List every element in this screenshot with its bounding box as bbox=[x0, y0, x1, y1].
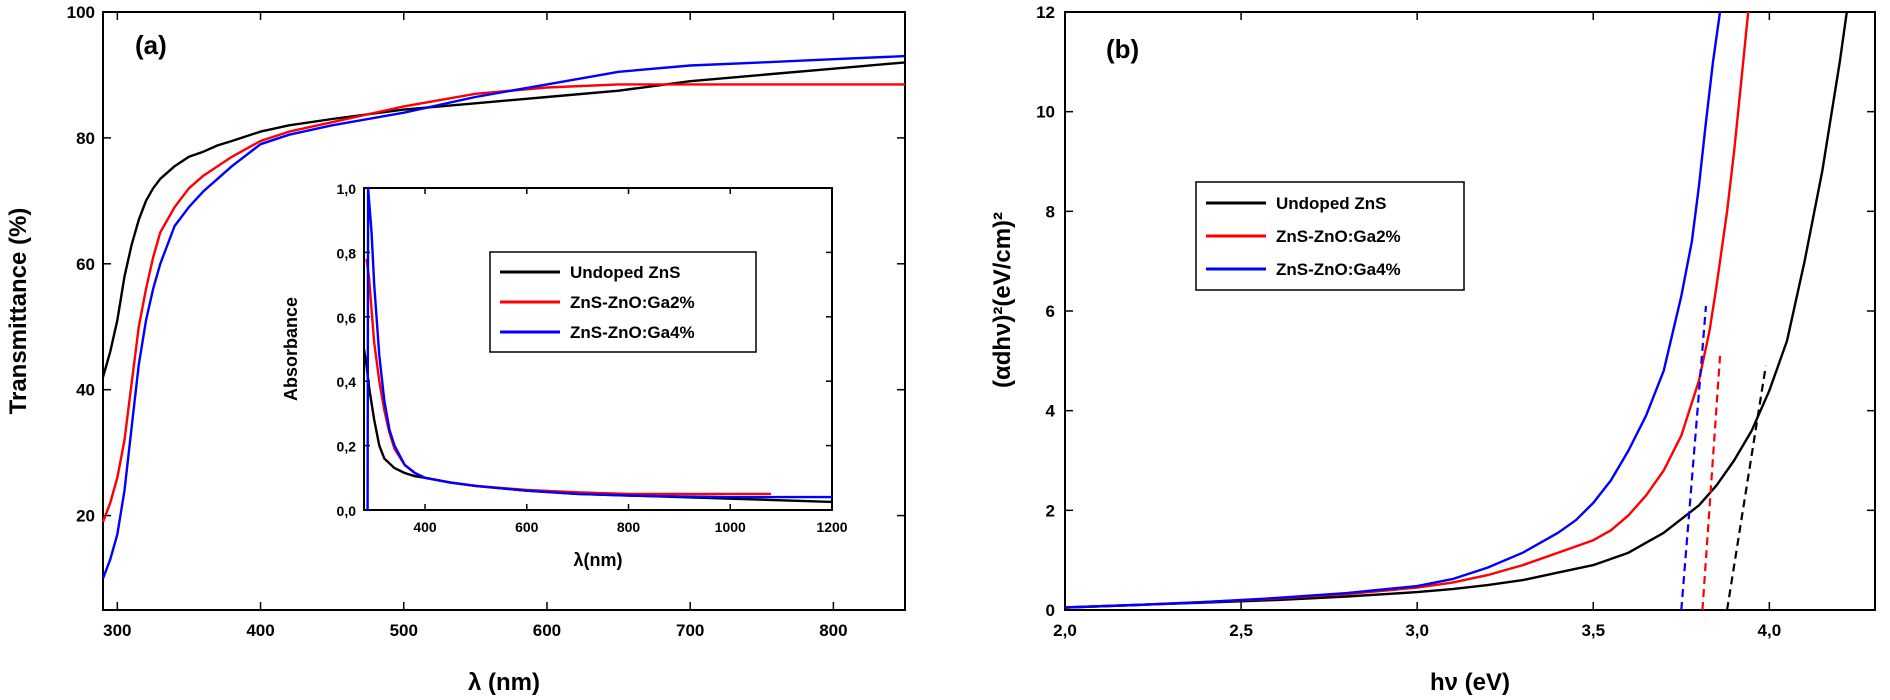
panel-a-label: (a) bbox=[135, 30, 167, 60]
panel-b-y-axis-title: (αdhν)²(eV/cm)² bbox=[989, 212, 1016, 388]
panel-a-x-tick-label: 800 bbox=[819, 621, 847, 640]
panel-a-x-axis-title: λ (nm) bbox=[468, 669, 540, 696]
inset-y-axis-title: Absorbance bbox=[281, 297, 301, 401]
panel-b-tick-marks bbox=[1064, 11, 1875, 611]
inset-y-tick-label: 0,6 bbox=[337, 310, 357, 326]
panel-b-y-tick-labels: 0 2 4 6 8 10 12 bbox=[1036, 3, 1055, 620]
inset-x-tick-labels: 400 600 800 1000 1200 bbox=[413, 519, 847, 535]
panel-a-y-tick-label: 20 bbox=[76, 507, 95, 526]
panel-a-y-tick-label: 100 bbox=[67, 3, 95, 22]
inset-y-tick-label: 0,8 bbox=[337, 245, 357, 261]
inset-y-tick-label: 0,4 bbox=[337, 374, 357, 390]
inset-y-tick-label: 0,0 bbox=[337, 503, 357, 519]
inset-series-zns-zno-ga4 bbox=[366, 186, 832, 511]
panel-b-x-axis-title: hν (eV) bbox=[1430, 669, 1510, 696]
panel-a-x-tick-label: 700 bbox=[676, 621, 704, 640]
panel-b-plot-frame bbox=[1064, 11, 1876, 611]
panel-b-y-tick-label: 0 bbox=[1046, 601, 1055, 620]
inset-y-tick-labels: 0,0 0,2 0,4 0,6 0,8 1,0 bbox=[337, 181, 357, 519]
panel-b-y-tick-label: 12 bbox=[1036, 3, 1055, 22]
panel-a-y-tick-label: 80 bbox=[76, 129, 95, 148]
panel-a-inset-absorbance-chart: 400 600 800 1000 1200 0,0 0,2 0,4 0,6 0,8 1,0 λ(n… bbox=[281, 181, 848, 570]
inset-x-tick-label: 1000 bbox=[715, 519, 746, 535]
panel-a-x-tick-label: 500 bbox=[390, 621, 418, 640]
panel-b-series-group bbox=[1064, 11, 1848, 609]
panel-a-y-tick-label: 60 bbox=[76, 255, 95, 274]
panel-b-x-tick-label: 3,5 bbox=[1581, 621, 1605, 640]
panel-b-tauc-plot: 2,0 2,5 3,0 3,5 4,0 0 2 4 6 8 10 12 (b) hν (eV) (α… bbox=[989, 3, 1876, 696]
panel-b-y-tick-label: 8 bbox=[1046, 202, 1055, 221]
legend-label-ga2: ZnS-ZnO:Ga2% bbox=[1276, 227, 1401, 246]
panel-b-series-undoped-zns bbox=[1064, 11, 1848, 609]
inset-x-axis-title: λ(nm) bbox=[574, 550, 623, 570]
panel-b-series-zns-zno-ga2 bbox=[1064, 11, 1750, 609]
inset-legend: Undoped ZnS ZnS-ZnO:Ga2% ZnS-ZnO:Ga4% bbox=[489, 251, 757, 353]
legend-label-undoped: Undoped ZnS bbox=[1276, 194, 1386, 213]
panel-b-x-tick-label: 3,0 bbox=[1405, 621, 1429, 640]
panel-a-series-zns-zno-ga2 bbox=[101, 83, 905, 523]
panel-b-label: (b) bbox=[1106, 34, 1139, 64]
panel-a-series-zns-zno-ga4 bbox=[101, 54, 906, 579]
inset-series-group bbox=[362, 186, 833, 511]
legend-label-ga2: ZnS-ZnO:Ga2% bbox=[570, 293, 695, 312]
legend-label-undoped: Undoped ZnS bbox=[570, 263, 680, 282]
panel-a-x-tick-labels: 300 400 500 600 700 800 bbox=[103, 621, 847, 640]
legend-label-ga4: ZnS-ZnO:Ga4% bbox=[1276, 260, 1401, 279]
inset-x-tick-label: 1200 bbox=[816, 519, 847, 535]
inset-y-tick-label: 1,0 bbox=[337, 181, 357, 197]
inset-x-tick-label: 600 bbox=[515, 519, 539, 535]
panel-a-x-tick-label: 400 bbox=[246, 621, 274, 640]
panel-b-x-tick-label: 2,0 bbox=[1053, 621, 1077, 640]
panel-b-x-tick-label: 2,5 bbox=[1229, 621, 1253, 640]
panel-b-y-tick-label: 6 bbox=[1046, 302, 1055, 321]
panel-a-y-axis-title: Transmittance (%) bbox=[5, 208, 32, 415]
panel-a-plot-frame bbox=[102, 11, 906, 611]
panel-b-tangent-line-0 bbox=[1726, 365, 1767, 611]
panel-b-tangent-line-2 bbox=[1680, 305, 1708, 611]
panel-b-x-tick-labels: 2,0 2,5 3,0 3,5 4,0 bbox=[1053, 621, 1781, 640]
panel-a-y-tick-labels: 20 40 60 80 100 bbox=[67, 3, 95, 526]
panel-b-tangent-line-1 bbox=[1701, 355, 1722, 611]
panel-a-y-tick-label: 40 bbox=[76, 381, 95, 400]
panel-b-x-tick-label: 4,0 bbox=[1758, 621, 1782, 640]
inset-x-tick-label: 800 bbox=[617, 519, 641, 535]
inset-x-tick-label: 400 bbox=[413, 519, 437, 535]
panel-b-y-tick-label: 4 bbox=[1046, 402, 1056, 421]
panel-a-series-group bbox=[101, 54, 906, 579]
panel-b-y-tick-label: 2 bbox=[1046, 501, 1055, 520]
panel-a-x-tick-label: 600 bbox=[533, 621, 561, 640]
panel-b-tangent-lines bbox=[1680, 305, 1767, 611]
panel-a-transmittance-chart: 300 400 500 600 700 800 20 40 60 80 100 (a) λ (nm… bbox=[5, 3, 906, 696]
legend-label-ga4: ZnS-ZnO:Ga4% bbox=[570, 323, 695, 342]
panel-b-y-tick-label: 10 bbox=[1036, 103, 1055, 122]
inset-y-tick-label: 0,2 bbox=[337, 439, 357, 455]
panel-a-series-undoped-zns bbox=[101, 61, 906, 378]
panel-b-legend: Undoped ZnS ZnS-ZnO:Ga2% ZnS-ZnO:Ga4% bbox=[1195, 181, 1465, 291]
panel-a-x-tick-label: 300 bbox=[103, 621, 131, 640]
panel-b-series-zns-zno-ga4 bbox=[1064, 11, 1722, 609]
